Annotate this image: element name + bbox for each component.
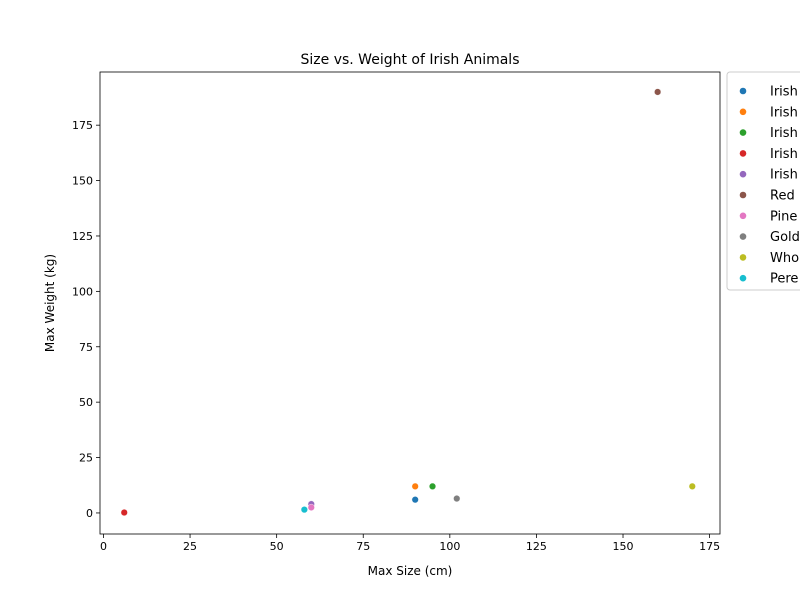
plot-points [120, 88, 696, 517]
legend-label: Pere [770, 272, 798, 287]
legend-marker [739, 108, 747, 116]
y-tick-label: 100 [72, 285, 93, 298]
y-axis-label: Max Weight (kg) [43, 254, 57, 352]
y-tick-label: 175 [72, 119, 93, 132]
legend-label: Pine [770, 209, 797, 224]
legend-marker [739, 150, 747, 157]
legend-marker [739, 254, 747, 261]
legend-label: Irish [770, 168, 798, 183]
y-tick-label: 75 [79, 341, 93, 354]
data-point [411, 496, 419, 504]
x-tick-label: 100 [439, 540, 460, 553]
y-tick-label: 125 [72, 230, 93, 243]
legend-marker [739, 212, 747, 220]
x-tick-label: 125 [526, 540, 547, 553]
legend-marker [739, 87, 747, 95]
data-point [307, 503, 315, 511]
data-point [654, 88, 662, 96]
chart-title: Size vs. Weight of Irish Animals [301, 52, 520, 68]
y-axis: 0 25 50 75 100 125 150 175 [72, 119, 100, 520]
legend-label: Irish [770, 85, 798, 100]
x-tick-label: 150 [613, 540, 634, 553]
y-tick-label: 25 [79, 452, 93, 465]
legend-marker [739, 191, 747, 199]
x-axis: 0 25 50 75 100 125 150 175 [100, 534, 720, 553]
x-tick-label: 50 [270, 540, 284, 553]
y-tick-label: 50 [79, 396, 93, 409]
y-tick-label: 150 [72, 175, 93, 188]
legend-marker [739, 129, 747, 136]
legend-marker [739, 274, 747, 282]
plot-frame [99, 71, 721, 535]
legend-label: Who [770, 251, 799, 266]
legend-label: Irish [770, 126, 798, 141]
x-tick-label: 175 [699, 540, 720, 553]
legend-marker [739, 170, 747, 178]
data-point [429, 482, 437, 490]
legend-label: Irish [770, 105, 798, 120]
data-point [411, 482, 419, 490]
legend-label: Gold [770, 230, 800, 245]
data-point [453, 495, 461, 503]
legend: Irish Irish Irish Irish Irish Red Pine Gold Who P… [726, 71, 800, 291]
legend-label: Irish [770, 147, 798, 162]
legend-label: Red [770, 189, 795, 204]
data-point [688, 482, 696, 490]
y-tick-label: 0 [86, 507, 93, 520]
x-axis-label: Max Size (cm) [368, 564, 453, 578]
data-point [300, 506, 308, 514]
legend-marker [739, 233, 747, 240]
x-tick-label: 75 [356, 540, 370, 553]
x-tick-label: 25 [183, 540, 197, 553]
data-point [120, 509, 128, 517]
x-tick-label: 0 [100, 540, 107, 553]
